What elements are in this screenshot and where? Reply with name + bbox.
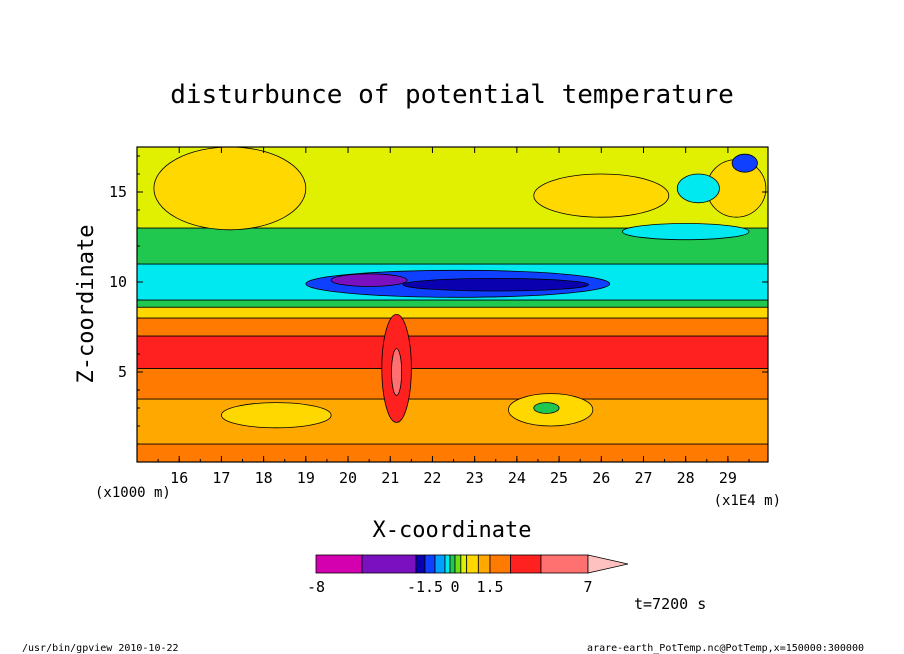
x-tick-label: 21: [381, 469, 399, 487]
x-tick-label: 17: [212, 469, 230, 487]
x-tick-label: 28: [677, 469, 695, 487]
region-cyan-right-mid: [621, 223, 750, 241]
y-tick-label: 15: [109, 183, 127, 201]
x-tick-label: 20: [339, 469, 357, 487]
band-mid-red: [137, 335, 768, 369]
colorbar-swatch: [509, 554, 542, 574]
band-green-thin: [137, 299, 768, 308]
y-tick-label: 5: [118, 363, 127, 381]
region-yellow-low-left: [221, 402, 332, 429]
x-tick-label: 24: [508, 469, 526, 487]
colorbar-swatch: [361, 554, 417, 574]
footer-left: /usr/bin/gpview 2010-10-22: [22, 643, 179, 654]
chart-title: disturbunce of potential temperature: [170, 80, 734, 110]
x-tick-label: 16: [170, 469, 188, 487]
colorbar-label: 1.5: [476, 578, 503, 596]
band-surface-orange: [137, 443, 768, 462]
x-tick-label: 26: [592, 469, 610, 487]
x-tick-label: 19: [297, 469, 315, 487]
plot-frame: [136, 146, 769, 463]
band-gold-thin: [137, 306, 768, 319]
colorbar-arrow: [587, 554, 629, 574]
colorbar-label: 7: [583, 578, 592, 596]
colorbar-swatch: [489, 554, 511, 574]
y-tick-labels: 5 10 15: [109, 155, 768, 445]
colorbar-swatch: [424, 554, 436, 574]
colorbar-label: 0: [450, 578, 459, 596]
x-tick-labels: 16 17 18 19 20 21 22 23 24 25 26 27 28 29: [136, 147, 750, 487]
region-purple-core: [330, 273, 408, 287]
colorbar-swatch: [466, 554, 479, 574]
region-green-low-right: [533, 402, 560, 414]
region-cyan-right-top: [676, 173, 720, 204]
colorbar-label: -1.5: [407, 578, 443, 596]
x-tick-label: 25: [550, 469, 568, 487]
x-axis-label: X-coordinate: [373, 518, 532, 543]
region-yellow-left-top: [153, 147, 307, 231]
x-tick-label: 23: [466, 469, 484, 487]
colorbar-swatch: [477, 554, 491, 574]
x-unit-right: (x1E4 m): [714, 493, 781, 509]
colorbar-swatch: [449, 554, 456, 574]
band-mid-orange: [137, 367, 768, 400]
x-unit-left: (x1000 m): [95, 485, 171, 501]
plot-area: [136, 146, 769, 463]
y-axis-label: Z-coordinate: [74, 225, 99, 384]
region-yellow-center-right: [533, 173, 670, 218]
y-tick-label: 10: [109, 273, 127, 291]
colorbar-swatch: [444, 554, 451, 574]
colorbar-swatch: [460, 554, 468, 574]
colorbar-swatch: [434, 554, 446, 574]
colorbar-swatch: [540, 554, 589, 574]
time-label: t=7200 s: [634, 595, 706, 613]
band-upper-orange: [137, 317, 768, 337]
region-pink-plume: [391, 348, 403, 396]
colorbar-label: -8: [307, 578, 325, 596]
x-tick-label: 27: [634, 469, 652, 487]
colorbar-swatch: [415, 554, 426, 574]
region-navy-core: [402, 278, 590, 292]
colorbar-swatch: [454, 554, 462, 574]
footer-right: arare-earth_PotTemp.nc@PotTemp,x=150000:…: [587, 643, 864, 654]
x-tick-label: 29: [719, 469, 737, 487]
colorbar: -8 -1.5 0 1.5 7: [307, 554, 629, 596]
region-blue-right-top: [731, 153, 758, 173]
colorbar-swatch: [315, 554, 363, 574]
x-tick-label: 22: [423, 469, 441, 487]
x-tick-label: 18: [255, 469, 273, 487]
